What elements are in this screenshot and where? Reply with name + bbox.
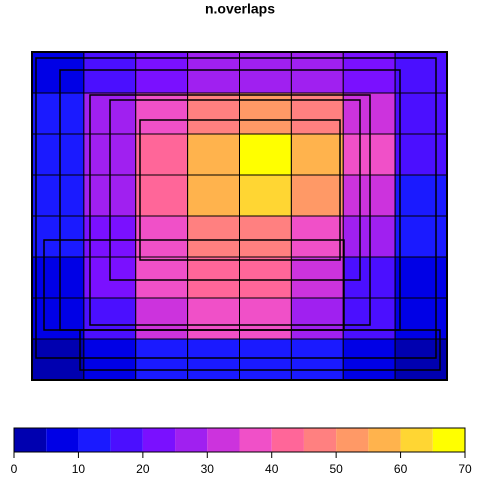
overlap-cell [135, 338, 189, 381]
colorbar-bin [14, 428, 47, 452]
overlap-cell [239, 133, 292, 176]
outline [109, 99, 361, 281]
colorbar-border [13, 427, 466, 453]
colorbar-bin [142, 428, 176, 452]
overlap-cell [187, 256, 240, 299]
overlap-cell [239, 215, 292, 258]
outline [35, 57, 437, 359]
overlap-cell [187, 215, 240, 258]
overlap-cell [342, 174, 396, 217]
overlap-cell [239, 256, 292, 299]
colorbar-bin [175, 428, 208, 452]
overlap-cell [342, 297, 396, 340]
overlap-cell [187, 338, 240, 381]
colorbar-bin [336, 428, 369, 452]
colorbar-bin [46, 428, 79, 452]
colorbar-bin [368, 428, 401, 452]
overlap-cell [31, 297, 85, 340]
outline [89, 94, 371, 326]
colorbar-bin [271, 428, 304, 452]
overlap-cell [135, 297, 189, 340]
overlap-cell [187, 92, 240, 135]
overlap-cell [187, 174, 240, 217]
overlap-cell [342, 92, 396, 135]
overlap-cell [31, 174, 85, 217]
overlap-cell [290, 297, 344, 340]
colorbar-bin [110, 428, 143, 452]
overlap-cell [135, 215, 189, 258]
overlap-cell [31, 133, 85, 176]
tick-label: 30 [201, 462, 215, 476]
overlap-cell [290, 256, 344, 299]
overlap-cell [239, 338, 292, 381]
outline [79, 329, 441, 371]
overlap-cell [290, 133, 344, 176]
overlap-cell [342, 215, 396, 258]
colorbar-bin [78, 428, 111, 452]
overlap-cell [394, 215, 448, 258]
overlap-cell [187, 297, 240, 340]
outline [139, 119, 341, 261]
overlap-cell [394, 256, 448, 299]
colorbar-bin [239, 428, 272, 452]
tick-label: 50 [329, 462, 343, 476]
overlap-cell [342, 338, 396, 381]
overlap-cell [83, 297, 137, 340]
overlap-cell [31, 256, 85, 299]
overlap-cell [135, 256, 189, 299]
overlap-cell [290, 92, 344, 135]
overlap-cell [342, 133, 396, 176]
overlap-cell [239, 174, 292, 217]
overlap-cell [31, 338, 85, 381]
overlap-cell [394, 92, 448, 135]
tick-label: 40 [265, 462, 279, 476]
tick-label: 60 [394, 462, 408, 476]
overlap-cell [83, 338, 137, 381]
colorbar-bin [303, 428, 337, 452]
chart-title: n.overlaps [205, 1, 275, 17]
overlap-cell [342, 256, 396, 299]
overlap-cell [135, 174, 189, 217]
tick-label: 10 [72, 462, 86, 476]
overlap-cell [31, 215, 85, 258]
overlap-cell [187, 133, 240, 176]
tick-label: 70 [458, 462, 472, 476]
overlap-cell [290, 338, 344, 381]
overlap-cell [83, 51, 137, 94]
overlap-cell [394, 338, 448, 381]
overlap-cell [135, 92, 189, 135]
overlap-cell [135, 133, 189, 176]
overlap-cell [290, 51, 344, 94]
colorbar-bin [400, 428, 433, 452]
overlap-cell [239, 92, 292, 135]
overlap-cell [290, 215, 344, 258]
overlap-cell [394, 174, 448, 217]
colorbar-bin [432, 428, 465, 452]
plot-border [31, 51, 448, 381]
tick-label: 0 [11, 462, 18, 476]
overlap-cell [394, 297, 448, 340]
overlap-cell [239, 297, 292, 340]
overlap-cell [31, 92, 85, 135]
overlap-cell [394, 133, 448, 176]
tick-label: 20 [136, 462, 150, 476]
overlap-cell [290, 174, 344, 217]
colorbar-bin [207, 428, 240, 452]
overlap-cell [31, 51, 85, 94]
overlap-cell [394, 51, 448, 94]
